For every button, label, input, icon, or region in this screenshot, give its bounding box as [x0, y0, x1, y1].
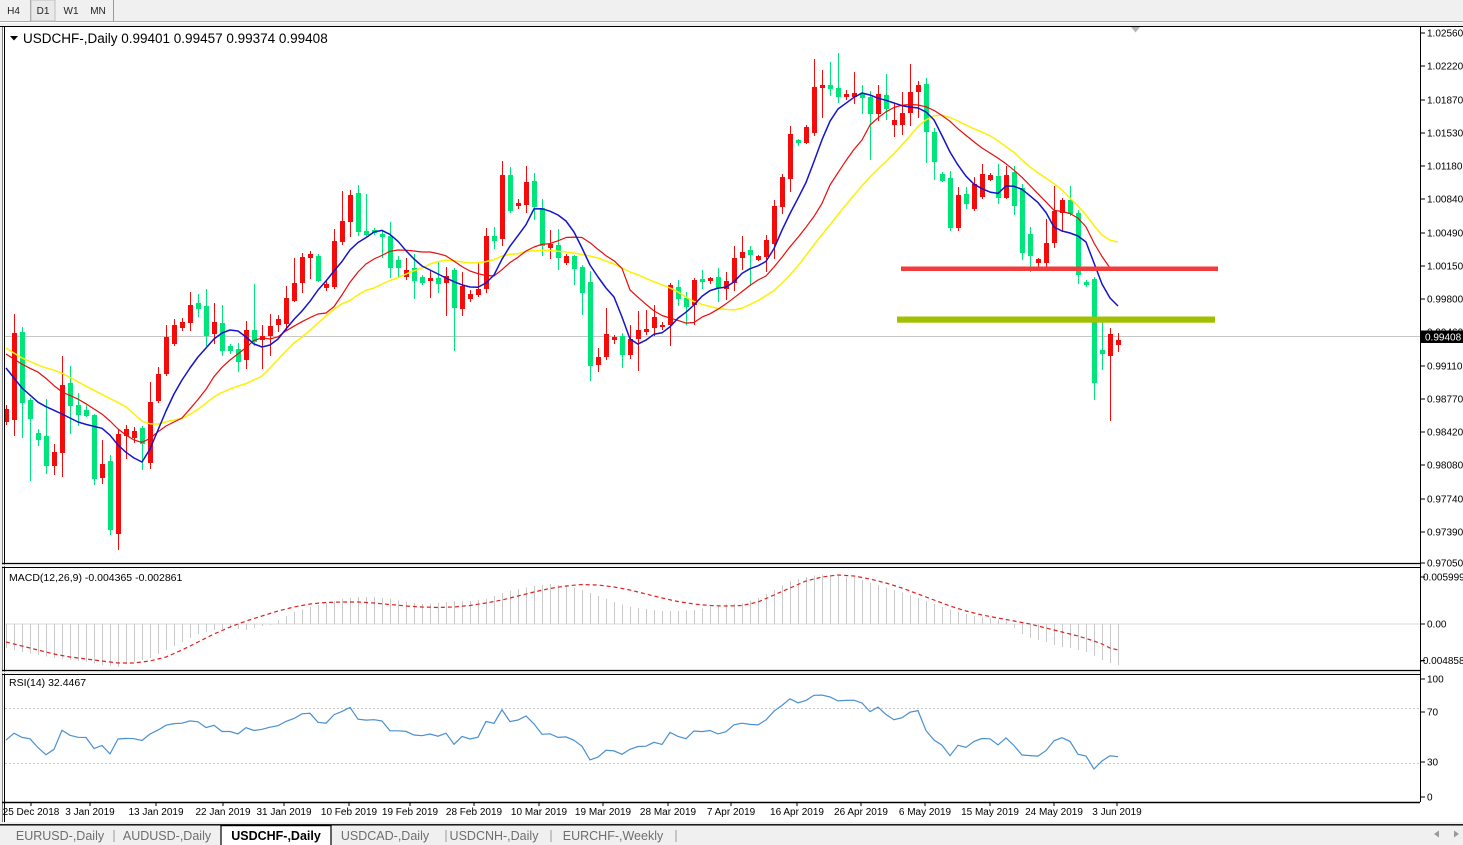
svg-text:24 May 2019: 24 May 2019 — [1025, 807, 1083, 818]
svg-text:1.01530: 1.01530 — [1427, 129, 1463, 140]
svg-text:3 Jun 2019: 3 Jun 2019 — [1092, 807, 1142, 818]
svg-text:0.97740: 0.97740 — [1427, 495, 1463, 506]
svg-text:70: 70 — [1427, 708, 1439, 719]
svg-text:EURUSD-,Daily: EURUSD-,Daily — [16, 829, 105, 843]
svg-text:15 May 2019: 15 May 2019 — [961, 807, 1019, 818]
svg-text:10 Feb 2019: 10 Feb 2019 — [321, 807, 378, 818]
svg-text:0.97050: 0.97050 — [1427, 559, 1463, 570]
svg-text:MACD(12,26,9) -0.004365 -0.002: MACD(12,26,9) -0.004365 -0.002861 — [9, 572, 183, 584]
svg-text:0.00: 0.00 — [1427, 620, 1447, 631]
svg-text:USDCHF-,Daily 0.99401 0.99457: USDCHF-,Daily 0.99401 0.99457 0.99374 0.… — [23, 31, 328, 46]
svg-text:3 Jan 2019: 3 Jan 2019 — [65, 807, 115, 818]
svg-text:1.00840: 1.00840 — [1427, 195, 1463, 206]
svg-text:1.02220: 1.02220 — [1427, 62, 1463, 73]
svg-text:22 Jan 2019: 22 Jan 2019 — [195, 807, 250, 818]
svg-text:13 Jan 2019: 13 Jan 2019 — [128, 807, 183, 818]
svg-text:7 Apr 2019: 7 Apr 2019 — [707, 807, 756, 818]
svg-text:1.02560: 1.02560 — [1427, 29, 1463, 40]
svg-text:28 Feb 2019: 28 Feb 2019 — [446, 807, 503, 818]
svg-text:EURCHF-,Weekly: EURCHF-,Weekly — [563, 829, 664, 843]
svg-text:D1: D1 — [37, 6, 50, 17]
svg-text:0.98080: 0.98080 — [1427, 461, 1463, 472]
svg-text:W1: W1 — [64, 6, 79, 17]
svg-text:H4: H4 — [7, 6, 20, 17]
svg-text:RSI(14) 32.4467: RSI(14) 32.4467 — [9, 677, 86, 689]
svg-text:30: 30 — [1427, 758, 1439, 769]
svg-text:19 Feb 2019: 19 Feb 2019 — [382, 807, 439, 818]
svg-text:0.99408: 0.99408 — [1425, 333, 1462, 344]
svg-text:100: 100 — [1427, 675, 1444, 686]
svg-text:USDCNH-,Daily: USDCNH-,Daily — [450, 829, 540, 843]
svg-text:1.01180: 1.01180 — [1427, 162, 1463, 173]
svg-text:10 Mar 2019: 10 Mar 2019 — [511, 807, 568, 818]
svg-text:0.98770: 0.98770 — [1427, 395, 1463, 406]
svg-text:0.99800: 0.99800 — [1427, 295, 1463, 306]
svg-text:31 Jan 2019: 31 Jan 2019 — [256, 807, 311, 818]
svg-text:0.98420: 0.98420 — [1427, 428, 1463, 439]
svg-text:1.01870: 1.01870 — [1427, 96, 1463, 107]
svg-text:0.99110: 0.99110 — [1427, 362, 1463, 373]
svg-text:16 Apr 2019: 16 Apr 2019 — [770, 807, 824, 818]
svg-text:25 Dec 2018: 25 Dec 2018 — [3, 807, 60, 818]
svg-text:19 Mar 2019: 19 Mar 2019 — [575, 807, 632, 818]
svg-text:1.00490: 1.00490 — [1427, 229, 1463, 240]
svg-text:1.00150: 1.00150 — [1427, 262, 1463, 273]
svg-text:0.005999: 0.005999 — [1423, 573, 1463, 584]
svg-text:-0.004858: -0.004858 — [1420, 656, 1463, 667]
svg-text:MN: MN — [90, 6, 106, 17]
svg-text:AUDUSD-,Daily: AUDUSD-,Daily — [123, 829, 212, 843]
svg-text:26 Apr 2019: 26 Apr 2019 — [834, 807, 888, 818]
svg-text:28 Mar 2019: 28 Mar 2019 — [640, 807, 697, 818]
svg-text:USDCAD-,Daily: USDCAD-,Daily — [341, 829, 430, 843]
svg-text:0.97390: 0.97390 — [1427, 528, 1463, 539]
svg-text:USDCHF-,Daily: USDCHF-,Daily — [231, 829, 321, 843]
svg-text:0: 0 — [1427, 793, 1433, 804]
svg-text:6 May 2019: 6 May 2019 — [899, 807, 952, 818]
